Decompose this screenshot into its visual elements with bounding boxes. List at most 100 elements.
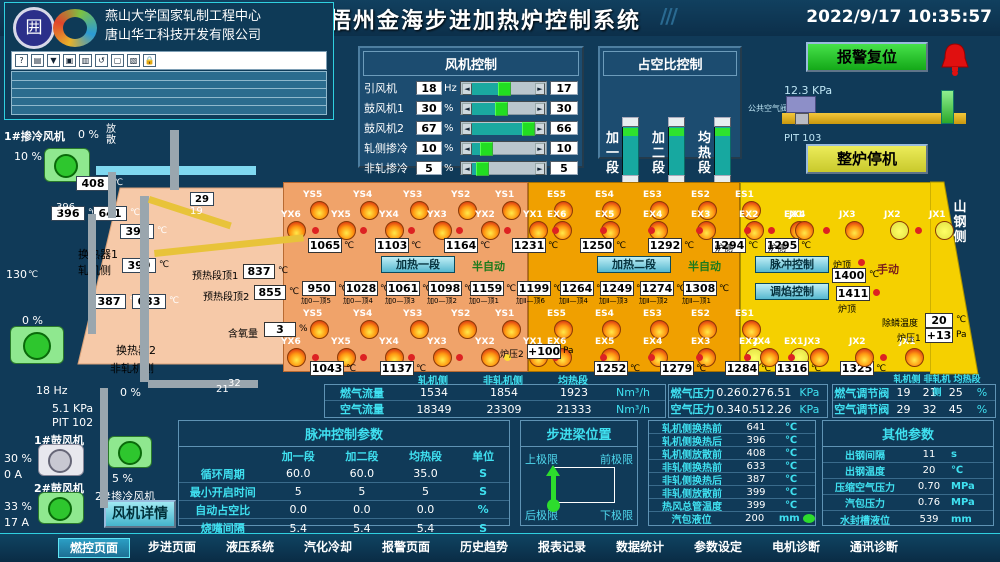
folder-icon[interactable]: ▣ xyxy=(63,54,76,67)
fan-setpoint-input-4[interactable]: 5 xyxy=(416,161,442,175)
furnace-stop-button[interactable]: 整炉停机 xyxy=(806,144,928,174)
window-icon[interactable]: ▢ xyxy=(111,54,124,67)
cool-fan-2-icon[interactable] xyxy=(108,436,152,468)
lock-icon[interactable]: 🔒 xyxy=(143,54,156,67)
fan-slider-left-arrow-2[interactable]: ◄ xyxy=(462,123,472,135)
fan-slider-knob-2[interactable] xyxy=(522,122,536,136)
nav-tab-2[interactable]: 液压系统 xyxy=(225,540,274,554)
data-grid[interactable] xyxy=(11,71,327,115)
pulse-v3-1[interactable]: 5 xyxy=(421,485,429,498)
bottom-navigation[interactable]: 燃控页面 步进页面 液压系统 汽化冷却 报警页面 历史趋势 报表记录 数据统计 参数设定 电机诊断… xyxy=(0,533,1000,562)
pulse-v1-2[interactable]: 0.0 xyxy=(289,503,308,516)
fan-slider-left-arrow-3[interactable]: ◄ xyxy=(462,143,472,155)
fan-slider-right-arrow-3[interactable]: ► xyxy=(535,143,545,155)
nav-tab-6[interactable]: 报表记录 xyxy=(537,540,586,554)
heat-exchanger-1-name: 换热器1 xyxy=(78,248,118,261)
pulse-v2-2[interactable]: 0.0 xyxy=(353,503,371,516)
help-icon[interactable]: ? xyxy=(15,54,28,67)
temp-list-row: 非轧侧换热前 633 ℃ xyxy=(649,460,815,474)
blower-1-icon[interactable] xyxy=(38,444,84,476)
flame-control-button[interactable]: 调焰控制 xyxy=(755,283,829,300)
nav-tab-7[interactable]: 数据统计 xyxy=(615,540,664,554)
fan-setpoint-input-0[interactable]: 18 xyxy=(416,81,442,95)
nav-tab-1[interactable]: 步进页面 xyxy=(147,540,196,554)
fan-row-0: 引风机 18 Hz ◄ ► 17 xyxy=(364,79,578,97)
other-param-unit-1: ℃ xyxy=(951,465,964,476)
pulse-v1-3[interactable]: 5.4 xyxy=(289,521,308,535)
fan-detail-button[interactable]: 风机详情 xyxy=(104,500,176,528)
other-param-value-2: 0.70 xyxy=(917,481,941,492)
pulse-param-table: 脉冲控制参数 加一段 加二段 均热段 单位 循环周期 60.0 60.0 35.0 S 最小开启… xyxy=(178,420,510,535)
valve-21: 21 xyxy=(216,384,229,395)
nav-tab-0[interactable]: 燃控页面 xyxy=(58,538,130,558)
zone1-tag[interactable]: 加热一段 xyxy=(381,256,455,273)
furnace-top-status-led-1 xyxy=(858,259,865,266)
temp-list-unit-7: mm xyxy=(778,513,800,524)
pulse-v3-3[interactable]: 5.4 xyxy=(416,521,435,535)
blower-2-icon[interactable] xyxy=(38,492,84,524)
nav-tab-8[interactable]: 参数设定 xyxy=(693,540,742,554)
fan-slider-right-arrow-1[interactable]: ► xyxy=(535,103,545,115)
temp-list-value-7: 200 xyxy=(745,513,765,524)
blower-2-percent: 33 % xyxy=(4,500,32,513)
fan-slider-right-arrow-4[interactable]: ► xyxy=(535,163,545,175)
pulse-v1-0[interactable]: 60.0 xyxy=(286,467,311,480)
nav-tab-9[interactable]: 电机诊断 xyxy=(771,540,820,554)
duty-slider-1[interactable] xyxy=(668,117,685,185)
fan-slider-knob-4[interactable] xyxy=(475,162,489,176)
duty-slider-up-2[interactable] xyxy=(714,117,731,127)
pulse-v1-1[interactable]: 5 xyxy=(294,485,302,498)
fan-slider-2[interactable]: ◄ ► xyxy=(460,121,547,136)
other-param-unit-4: mm xyxy=(951,513,972,525)
zone2-tag[interactable]: 加热二段 xyxy=(597,256,671,273)
nav-tab-4[interactable]: 报警页面 xyxy=(381,540,430,554)
flow-header-1: 非轧机侧 xyxy=(483,376,523,387)
fan-slider-left-arrow-0[interactable]: ◄ xyxy=(462,83,472,95)
pulse-v2-3[interactable]: 5.4 xyxy=(353,521,371,535)
print-icon[interactable]: ▧ xyxy=(127,54,140,67)
pulse-v3-0[interactable]: 35.0 xyxy=(413,467,438,480)
pulse-control-button[interactable]: 脉冲控制 xyxy=(755,256,829,273)
temp-list-label-1: 轧机侧换热后 xyxy=(662,436,722,448)
fan-slider-4[interactable]: ◄ ► xyxy=(460,161,547,176)
valve-v2-1: 32 xyxy=(922,402,937,416)
fan-slider-right-arrow-0[interactable]: ► xyxy=(535,83,545,95)
alarm-reset-button[interactable]: 报警复位 xyxy=(806,42,928,72)
fan-setpoint-input-2[interactable]: 67 xyxy=(416,121,442,135)
fan-row-2: 鼓风机2 67% ◄ ► 66 xyxy=(364,119,578,137)
temp-130-unit: ℃ xyxy=(28,270,39,280)
duty-slider-0[interactable] xyxy=(622,117,639,185)
temp-399-b-unit: ℃ xyxy=(159,260,170,270)
pulse-v3-2[interactable]: 0.0 xyxy=(416,503,435,516)
fan-slider-right-arrow-2[interactable]: ► xyxy=(535,123,545,135)
fan-slider-3[interactable]: ◄ ► xyxy=(460,141,547,156)
fan-slider-0[interactable]: ◄ ► xyxy=(460,81,547,96)
download-icon[interactable]: ▼ xyxy=(47,54,60,67)
fan-slider-knob-0[interactable] xyxy=(497,82,511,96)
fan-slider-knob-1[interactable] xyxy=(494,102,508,116)
undo-icon[interactable]: ↺ xyxy=(95,54,108,67)
fan-feedback-1: 30 xyxy=(550,101,578,115)
nav-tab-10[interactable]: 通讯诊断 xyxy=(849,540,898,554)
chart-icon[interactable]: ▥ xyxy=(79,54,92,67)
export-icon[interactable]: ▤ xyxy=(31,54,44,67)
nav-tab-3[interactable]: 汽化冷却 xyxy=(303,540,352,554)
toolbar[interactable]: ? ▤ ▼ ▣ ▥ ↺ ▢ ▧ 🔒 xyxy=(11,51,327,70)
fan-slider-left-arrow-1[interactable]: ◄ xyxy=(462,103,472,115)
duty-slider-up-1[interactable] xyxy=(668,117,685,127)
pulse-v2-1[interactable]: 5 xyxy=(358,485,366,498)
fan-setpoint-input-1[interactable]: 30 xyxy=(416,101,442,115)
fan-slider-1[interactable]: ◄ ► xyxy=(460,101,547,116)
duty-slider-up-0[interactable] xyxy=(622,117,639,127)
nav-tab-5[interactable]: 历史趋势 xyxy=(459,540,508,554)
fan-slider-knob-3[interactable] xyxy=(479,142,493,156)
fan-slider-left-arrow-4[interactable]: ◄ xyxy=(462,163,472,175)
pulse-v2-0[interactable]: 60.0 xyxy=(349,467,375,480)
duty-slider-2[interactable] xyxy=(714,117,731,185)
vent-left-fan-icon[interactable] xyxy=(10,326,64,364)
cool-fan-1-icon[interactable] xyxy=(44,148,90,182)
temp-list-row: 汽包液位 200 mm xyxy=(649,512,815,526)
pressure-v3-0: 6.51 xyxy=(766,386,792,399)
fan-setpoint-input-3[interactable]: 10 xyxy=(416,141,442,155)
duty-label-0: 加一段 xyxy=(606,131,620,176)
